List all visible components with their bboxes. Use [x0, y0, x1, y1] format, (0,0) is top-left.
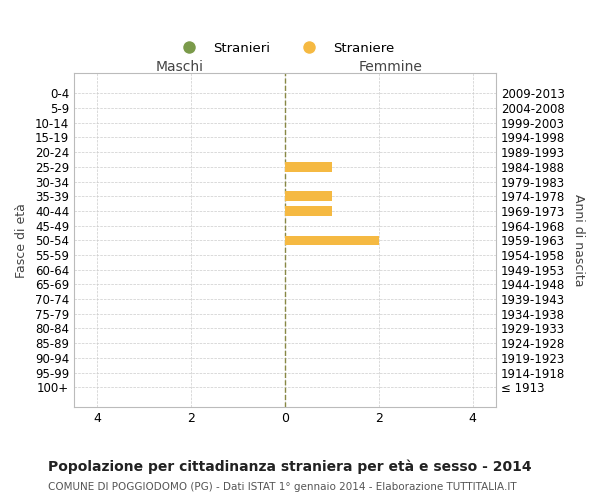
Y-axis label: Fasce di età: Fasce di età: [15, 203, 28, 278]
Text: Maschi: Maschi: [155, 60, 203, 74]
Y-axis label: Anni di nascita: Anni di nascita: [572, 194, 585, 286]
Legend: Stranieri, Straniere: Stranieri, Straniere: [170, 36, 400, 60]
Text: COMUNE DI POGGIODOMO (PG) - Dati ISTAT 1° gennaio 2014 - Elaborazione TUTTITALIA: COMUNE DI POGGIODOMO (PG) - Dati ISTAT 1…: [48, 482, 517, 492]
Bar: [285, 236, 379, 245]
Text: Femmine: Femmine: [359, 60, 422, 74]
Bar: [285, 162, 332, 172]
Bar: [285, 192, 332, 201]
Bar: [285, 206, 332, 216]
Text: Popolazione per cittadinanza straniera per età e sesso - 2014: Popolazione per cittadinanza straniera p…: [48, 460, 532, 474]
